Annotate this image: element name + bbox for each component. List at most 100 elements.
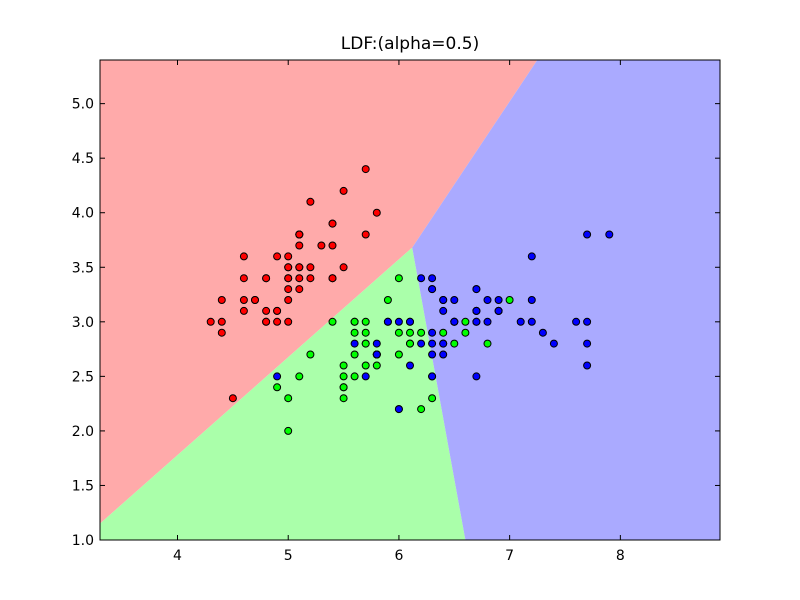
point-series-1-44	[350, 350, 359, 359]
point-series-0-3	[239, 306, 248, 315]
point-series-2-37	[439, 306, 448, 315]
point-series-1-37	[428, 394, 437, 403]
y-tick-label: 3.0	[72, 315, 94, 331]
point-series-2-43	[483, 296, 492, 304]
point-series-0-28	[306, 274, 315, 283]
point-series-0-43	[284, 263, 293, 272]
point-series-1-46	[361, 328, 370, 337]
point-series-1-39	[339, 372, 348, 381]
point-series-2-13	[361, 372, 370, 381]
point-series-1-47	[417, 328, 426, 337]
point-series-1-0	[505, 296, 514, 304]
point-series-0-25	[284, 317, 293, 326]
point-series-0-10	[328, 241, 337, 250]
point-series-2-44	[472, 285, 481, 294]
point-series-2-41	[494, 306, 503, 315]
point-series-1-42	[372, 361, 381, 370]
point-series-0-48	[317, 241, 326, 250]
point-series-0-27	[306, 263, 315, 272]
point-series-1-38	[350, 317, 359, 326]
point-series-2-18	[583, 361, 592, 370]
point-series-2-27	[406, 317, 414, 326]
point-series-0-45	[262, 317, 271, 326]
point-series-1-18	[417, 405, 426, 414]
point-series-2-25	[527, 296, 536, 304]
point-series-1-49	[361, 339, 370, 348]
y-tick-label: 3.5	[72, 260, 94, 276]
point-series-2-9	[527, 252, 536, 261]
point-series-2-30	[549, 339, 558, 348]
point-series-0-35	[284, 296, 293, 304]
point-series-0-47	[239, 296, 248, 304]
point-series-1-35	[394, 274, 403, 283]
point-series-0-24	[262, 274, 271, 283]
point-series-2-34	[406, 361, 414, 370]
point-series-0-31	[328, 274, 337, 283]
y-tick-label: 2.0	[72, 424, 94, 440]
point-series-0-16	[328, 219, 337, 228]
point-series-2-46	[428, 372, 437, 381]
point-series-0-39	[295, 274, 304, 283]
plot-frame	[99, 59, 721, 541]
y-tick-label: 4.0	[72, 206, 94, 222]
point-series-2-40	[472, 306, 481, 315]
point-series-2-23	[428, 350, 437, 359]
point-series-2-21	[350, 339, 359, 348]
y-tick-label: 2.5	[72, 369, 94, 385]
point-series-2-17	[583, 230, 592, 239]
point-series-2-26	[417, 339, 426, 348]
point-series-1-19	[350, 372, 359, 381]
point-series-2-3	[428, 328, 437, 337]
point-series-1-24	[439, 328, 448, 337]
data-points	[206, 165, 614, 435]
point-series-0-38	[217, 317, 226, 326]
point-series-0-18	[361, 230, 370, 239]
point-series-1-40	[339, 361, 348, 370]
point-series-0-4	[284, 252, 293, 261]
point-series-2-29	[527, 317, 536, 326]
point-series-1-33	[394, 350, 403, 359]
point-series-2-32	[439, 339, 448, 348]
point-series-1-26	[483, 339, 492, 348]
point-series-2-38	[394, 317, 403, 326]
point-series-0-21	[295, 241, 304, 250]
point-series-2-31	[605, 230, 614, 239]
region-red	[100, 60, 538, 524]
point-series-0-34	[273, 306, 282, 315]
point-series-2-6	[273, 372, 282, 381]
point-series-2-8	[472, 372, 481, 381]
region-green	[100, 247, 466, 540]
point-series-1-8	[461, 328, 470, 337]
point-series-0-14	[372, 208, 381, 217]
axis-ticks: 4 5 6 7 8 1.0 1.5 2.0 2.5 3.0 3.5 4.0 4.5 5.0	[72, 60, 720, 564]
point-series-2-35	[583, 317, 592, 326]
point-series-2-47	[450, 317, 459, 326]
point-series-0-26	[284, 274, 293, 283]
point-series-0-17	[295, 263, 304, 272]
chart-title: LDF:(alpha=0.5)	[340, 34, 480, 54]
x-tick-label: 6	[394, 548, 403, 564]
y-tick-label: 1.5	[72, 478, 94, 494]
point-series-2-10	[450, 296, 459, 304]
region-blue	[412, 60, 720, 540]
point-series-2-36	[428, 274, 437, 283]
point-series-1-9	[306, 350, 315, 359]
point-series-2-42	[372, 350, 381, 359]
point-series-2-22	[583, 339, 592, 348]
point-series-0-6	[239, 274, 248, 283]
point-series-0-49	[284, 285, 293, 294]
point-series-1-10	[284, 426, 293, 435]
point-series-0-32	[306, 197, 315, 206]
point-series-0-15	[361, 165, 370, 174]
x-tick-label: 8	[616, 548, 625, 564]
point-series-2-14	[372, 339, 381, 348]
point-series-1-28	[394, 328, 403, 337]
point-series-1-7	[273, 383, 282, 392]
point-series-2-49	[383, 317, 392, 326]
point-series-2-5	[572, 317, 581, 326]
x-tick-label: 5	[284, 548, 293, 564]
point-series-0-37	[273, 252, 282, 261]
point-series-2-11	[439, 350, 448, 359]
point-series-0-23	[295, 285, 304, 294]
